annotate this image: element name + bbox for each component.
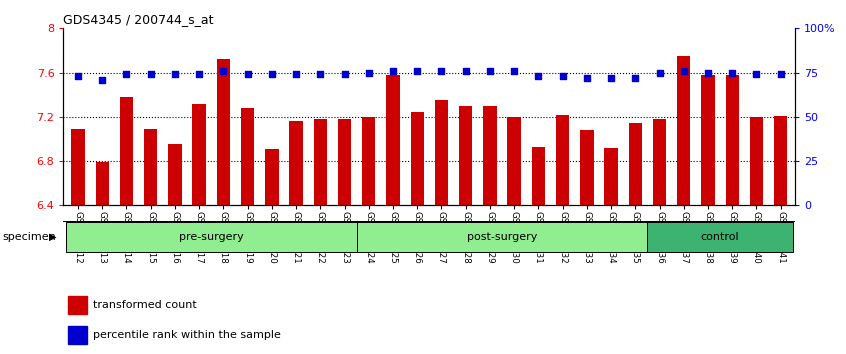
Point [774,72,788,77]
Point [531,73,545,79]
Point [677,68,690,74]
Bar [701,75,715,205]
Point [629,75,642,81]
Bar [653,119,666,205]
Point [362,70,376,75]
Bar [265,149,278,205]
Point [604,75,618,81]
Point [144,72,157,77]
Bar [410,113,424,205]
Bar [556,115,569,205]
Bar [68,326,86,344]
Bar [314,119,327,205]
Point [71,73,85,79]
Bar [459,106,472,205]
Bar [362,117,376,205]
Bar [774,116,788,205]
Bar [96,162,109,205]
Bar [750,117,763,205]
Text: specimen: specimen [3,232,57,242]
Text: transformed count: transformed count [93,300,197,310]
Bar [604,148,618,205]
Text: pre-surgery: pre-surgery [179,232,244,242]
FancyBboxPatch shape [66,222,357,252]
Bar [483,106,497,205]
Bar [677,56,690,205]
Bar [217,59,230,205]
Point [338,72,351,77]
Point [556,73,569,79]
Point [508,68,521,74]
Bar [144,129,157,205]
Bar [726,75,739,205]
Bar [508,117,521,205]
Point [459,68,472,74]
Point [265,72,278,77]
Point [387,68,400,74]
Point [653,70,667,75]
Text: GDS4345 / 200744_s_at: GDS4345 / 200744_s_at [63,13,214,26]
Bar [532,147,545,205]
Point [726,70,739,75]
Point [410,68,424,74]
Bar [338,119,351,205]
FancyBboxPatch shape [357,222,647,252]
Point [119,72,133,77]
Bar [193,103,206,205]
Point [241,72,255,77]
Bar [387,75,399,205]
Bar [629,124,642,205]
Point [701,70,715,75]
Point [289,72,303,77]
Bar [168,144,182,205]
Point [435,68,448,74]
Bar [71,129,85,205]
Text: percentile rank within the sample: percentile rank within the sample [93,330,281,341]
Point [580,75,594,81]
Bar [580,130,594,205]
Text: control: control [700,232,739,242]
Bar [289,121,303,205]
Text: post-surgery: post-surgery [467,232,537,242]
FancyBboxPatch shape [647,222,793,252]
Point [217,68,230,74]
Point [96,77,109,82]
Point [750,72,763,77]
Text: ▶: ▶ [49,232,57,242]
Bar [68,296,86,314]
Point [314,72,327,77]
Point [168,72,182,77]
Bar [241,108,255,205]
Bar [435,100,448,205]
Point [192,72,206,77]
Bar [120,97,133,205]
Point [483,68,497,74]
